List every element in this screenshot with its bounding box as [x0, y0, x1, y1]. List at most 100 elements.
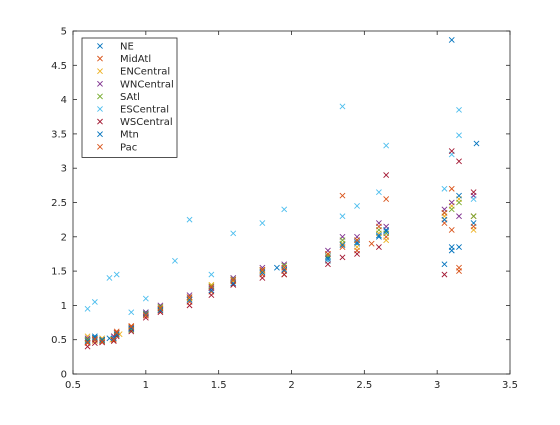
- data-point-satl: [339, 237, 346, 244]
- data-point-escentral: [106, 275, 113, 281]
- data-point-pac: [281, 264, 288, 271]
- data-point-mtn: [354, 239, 360, 246]
- legend-marker: [97, 55, 103, 62]
- data-point-pac: [456, 268, 462, 275]
- data-point-escentral: [142, 295, 149, 302]
- data-point-escentral: [383, 142, 390, 149]
- data-point-escentral: [230, 230, 237, 237]
- data-point-escentral: [339, 103, 346, 110]
- data-point-escentral: [91, 299, 98, 305]
- data-point-ne: [274, 264, 280, 271]
- data-point-pac: [339, 192, 346, 199]
- data-point-wscentral: [110, 338, 117, 344]
- legend-marker: [97, 68, 103, 75]
- data-point-ne: [456, 244, 462, 251]
- data-point-wscentral: [375, 244, 382, 251]
- data-point-pac: [448, 185, 455, 192]
- data-point-wscentral: [470, 189, 477, 196]
- data-point-pac: [142, 312, 149, 318]
- data-point-satl: [383, 230, 390, 237]
- data-point-escentral: [441, 185, 448, 192]
- x-tick-label: 2: [288, 380, 294, 391]
- y-tick-label: 3.5: [51, 129, 67, 140]
- data-point-wscentral: [259, 275, 266, 281]
- legend-label: WSCentral: [120, 117, 173, 128]
- data-point-mtn: [441, 216, 448, 223]
- axis-ticks: 0.5 1 1.5 2 2.5 3 3.500.511.522.533.544.55: [51, 27, 518, 392]
- y-tick-label: 5: [61, 27, 67, 38]
- data-point-ne: [448, 36, 455, 43]
- data-point-escentral: [456, 132, 462, 139]
- data-point-wscentral: [99, 339, 106, 346]
- data-point-ne: [106, 335, 113, 342]
- data-point-pac: [354, 237, 360, 244]
- y-tick-label: 0: [61, 370, 67, 381]
- data-point-mtn: [186, 296, 193, 303]
- data-point-satl: [281, 262, 288, 269]
- data-point-wscentral: [281, 271, 288, 278]
- data-point-mtn: [142, 311, 149, 318]
- data-point-satl: [456, 199, 462, 206]
- x-tick-label: 3.5: [502, 380, 518, 391]
- data-point-wscentral: [448, 148, 455, 154]
- data-point-wscentral: [339, 254, 346, 261]
- x-tick-label: 1: [143, 380, 149, 391]
- data-point-midatl: [157, 307, 164, 314]
- data-point-pac: [84, 339, 91, 346]
- data-point-pac: [208, 283, 215, 290]
- data-point-pac: [128, 323, 135, 330]
- data-point-satl: [448, 206, 455, 213]
- data-point-mtn: [473, 140, 480, 147]
- data-point-mtn: [84, 338, 91, 344]
- data-point-satl: [208, 283, 215, 290]
- data-point-mtn: [91, 334, 98, 341]
- data-point-wncentral: [383, 223, 390, 230]
- data-point-wscentral: [324, 261, 331, 268]
- data-point-mtn: [375, 232, 382, 239]
- legend-marker: [97, 80, 103, 87]
- y-tick-label: 3: [61, 164, 67, 175]
- legend-label: Mtn: [120, 130, 139, 141]
- y-tick-label: 4.5: [51, 61, 67, 72]
- data-point-ne: [99, 338, 106, 344]
- data-point-pac: [470, 223, 477, 230]
- data-point-escentral: [172, 257, 178, 264]
- data-point-mtn: [157, 307, 164, 314]
- data-point-pac: [91, 336, 98, 342]
- data-point-escentral: [113, 271, 120, 278]
- y-tick-label: 2.5: [51, 198, 67, 209]
- legend-marker: [97, 43, 103, 49]
- data-point-escentral: [259, 220, 266, 226]
- legend-label: ESCentral: [120, 105, 169, 116]
- x-tick-label: 3: [434, 380, 440, 391]
- data-point-satl: [470, 213, 477, 220]
- data-point-pac: [259, 266, 266, 273]
- data-point-satl: [324, 253, 331, 259]
- data-point-wncentral: [128, 325, 135, 332]
- data-point-escentral: [470, 196, 477, 202]
- data-point-escentral: [128, 309, 135, 316]
- data-point-escentral: [281, 206, 288, 213]
- data-point-wscentral: [441, 271, 448, 278]
- data-point-escentral: [456, 106, 462, 113]
- data-point-wncentral: [186, 292, 193, 299]
- data-point-encentral: [128, 324, 135, 331]
- legend-label: WNCentral: [120, 79, 174, 90]
- data-point-pac: [157, 305, 164, 312]
- data-point-wscentral: [91, 340, 98, 347]
- data-point-ne: [441, 261, 448, 268]
- data-point-pac: [110, 336, 117, 343]
- data-point-wscentral: [208, 292, 215, 299]
- data-point-mtn: [110, 335, 117, 342]
- data-point-pac: [113, 329, 120, 336]
- x-tick-label: 1.5: [211, 380, 227, 391]
- data-point-wscentral: [456, 158, 462, 165]
- data-point-pac: [375, 223, 382, 230]
- legend-label: ENCentral: [120, 67, 170, 78]
- data-point-wscentral: [383, 172, 390, 178]
- data-point-mtn: [383, 228, 390, 235]
- data-point-mtn: [456, 192, 462, 199]
- data-point-wncentral: [448, 199, 455, 206]
